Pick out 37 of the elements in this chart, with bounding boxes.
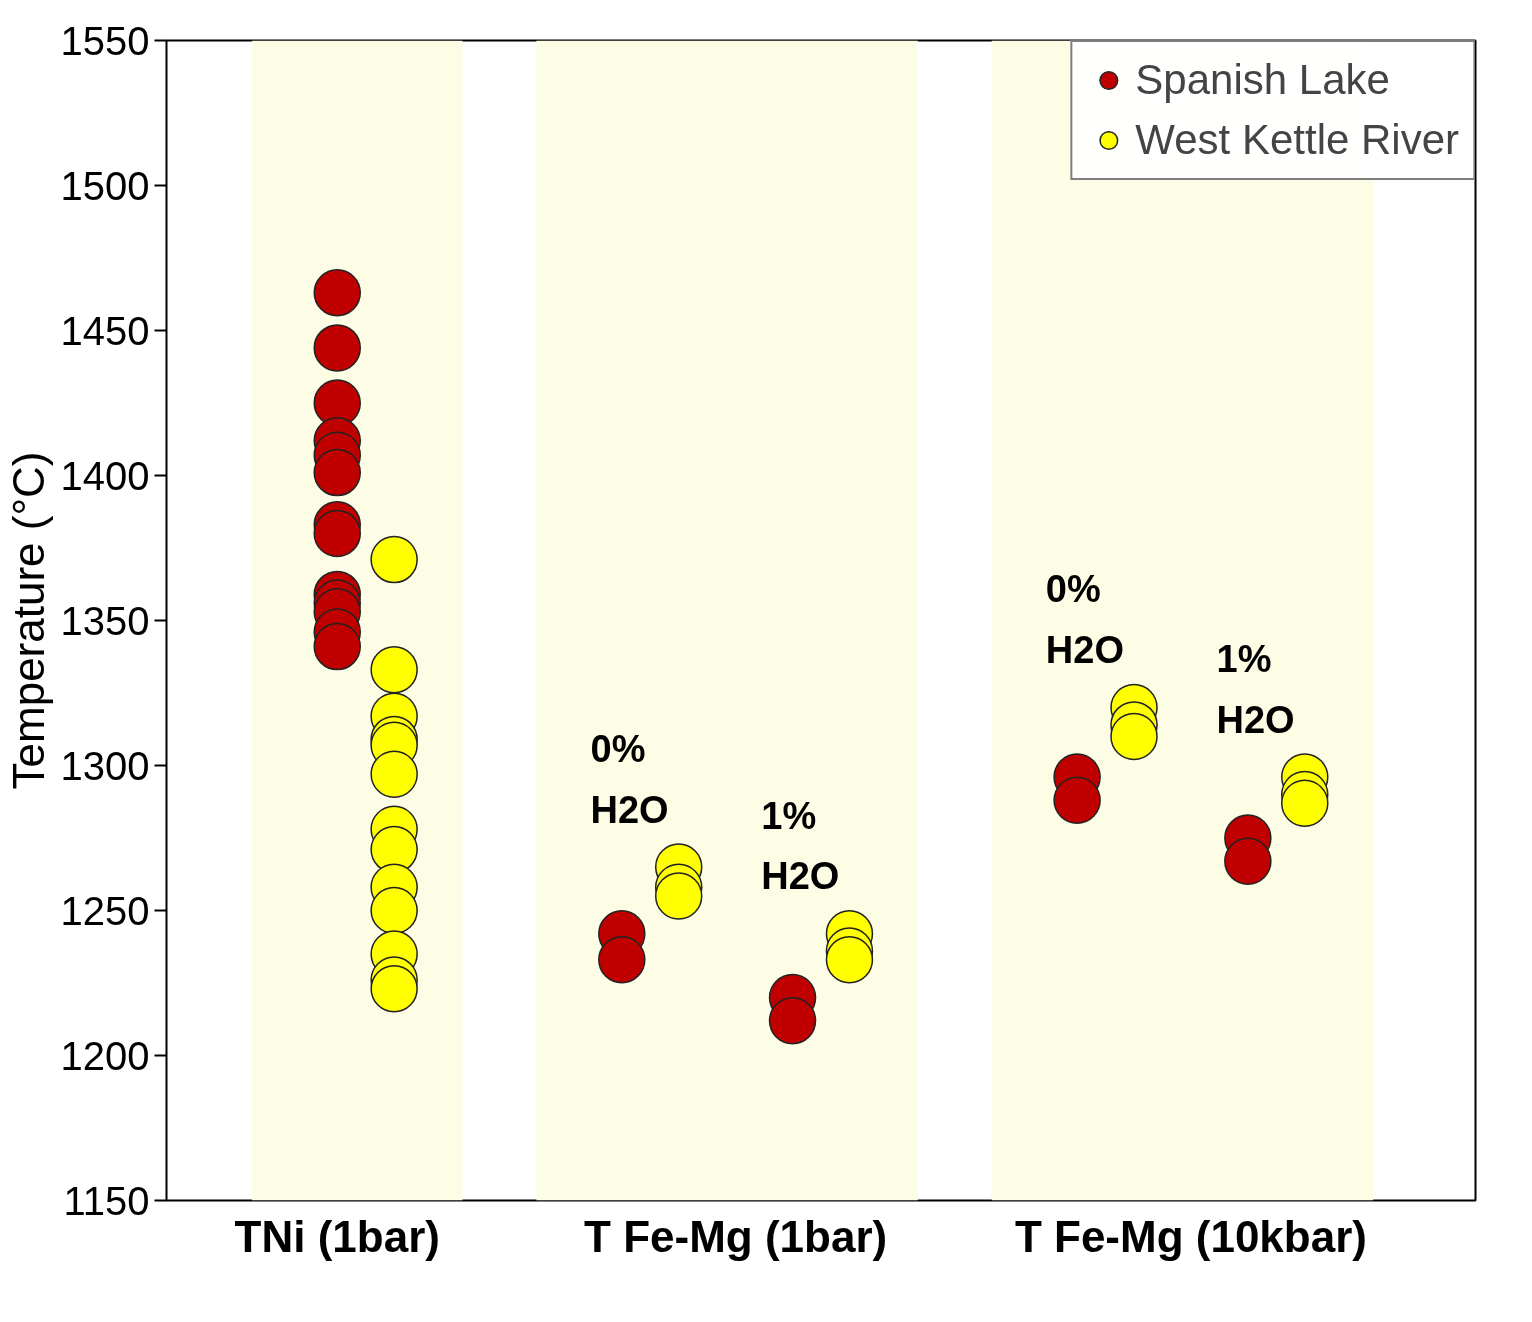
point xyxy=(598,936,646,984)
point xyxy=(370,965,418,1013)
y-axis-title: Temperature (°C) xyxy=(3,451,53,790)
y-tick-label: 1200 xyxy=(60,1033,150,1078)
point xyxy=(1224,837,1272,885)
point xyxy=(370,886,418,935)
y-tick-label: 1550 xyxy=(60,18,150,63)
point xyxy=(370,535,418,584)
point xyxy=(313,448,361,497)
x-tick-label: T Fe-Mg (10kbar) xyxy=(1014,1211,1367,1261)
point xyxy=(313,269,361,317)
x-tick-label: T Fe-Mg (1bar) xyxy=(584,1211,888,1261)
point xyxy=(370,750,418,798)
y-tick-label: 1400 xyxy=(60,453,150,498)
point xyxy=(1110,712,1158,761)
point xyxy=(768,997,817,1045)
point xyxy=(1053,776,1101,824)
x-tick-label: TNi (1bar) xyxy=(234,1211,440,1261)
point xyxy=(313,509,361,558)
y-tick-label: 1150 xyxy=(63,1178,150,1223)
y-tick-label: 1350 xyxy=(60,598,150,643)
legend-label: West Kettle River xyxy=(1135,116,1459,164)
annotation: 0% H2O xyxy=(1045,568,1124,672)
y-tick-label: 1300 xyxy=(60,743,150,788)
point xyxy=(825,936,874,984)
annotation: 1% H2O xyxy=(761,794,840,898)
annotation: 1% H2O xyxy=(1216,637,1295,741)
point xyxy=(370,646,418,694)
point xyxy=(654,872,703,920)
y-tick-label: 1450 xyxy=(60,308,150,353)
legend-label: Spanish Lake xyxy=(1135,56,1390,104)
point xyxy=(313,622,361,671)
point xyxy=(1281,779,1329,827)
annotation: 0% H2O xyxy=(590,727,669,831)
point xyxy=(313,324,361,372)
y-tick-label: 1250 xyxy=(60,888,150,933)
y-tick-label: 1500 xyxy=(60,163,150,208)
